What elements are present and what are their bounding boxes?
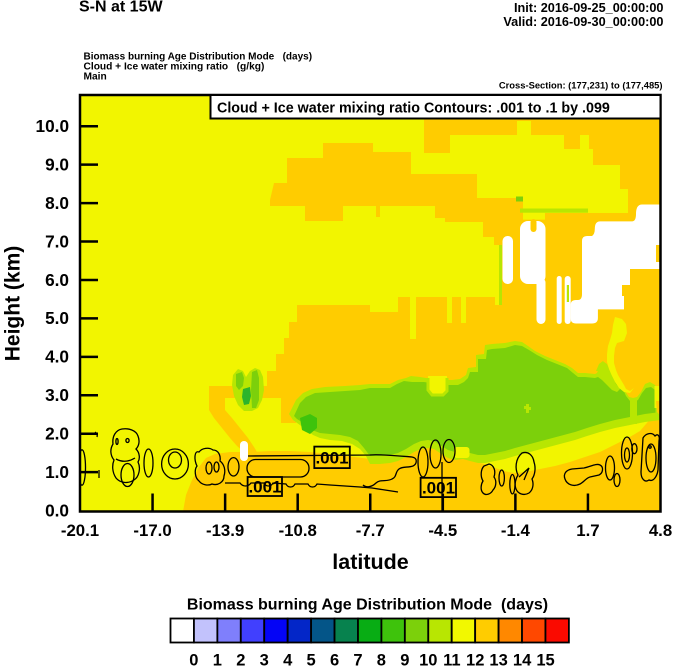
svg-text:13: 13	[489, 652, 507, 668]
svg-text:Valid: 2016-09-30_00:00:00: Valid: 2016-09-30_00:00:00	[503, 15, 663, 29]
svg-text:0.0: 0.0	[45, 500, 69, 520]
svg-text:15: 15	[536, 652, 554, 668]
svg-text:4.0: 4.0	[45, 347, 69, 367]
svg-text:.001: .001	[422, 479, 455, 498]
svg-text:-1.4: -1.4	[501, 521, 531, 540]
svg-text:latitude: latitude	[332, 550, 408, 574]
svg-text:11: 11	[443, 652, 460, 668]
svg-text:Biomass burning Age Distributi: Biomass burning Age Distribution Mode (d…	[187, 597, 548, 614]
svg-text:Init: 2016-09-25_00:00:00: Init: 2016-09-25_00:00:00	[514, 1, 664, 15]
svg-text:.001: .001	[248, 478, 281, 497]
svg-text:3: 3	[260, 652, 269, 668]
svg-text:-17.0: -17.0	[133, 521, 171, 540]
svg-text:8: 8	[377, 652, 386, 668]
svg-text:12: 12	[466, 652, 484, 668]
svg-text:2: 2	[236, 652, 245, 668]
svg-text:7.0: 7.0	[45, 231, 69, 251]
svg-text:6: 6	[330, 652, 339, 668]
svg-text:9: 9	[400, 652, 409, 668]
svg-text:9.0: 9.0	[45, 154, 69, 174]
svg-text:0: 0	[189, 652, 198, 668]
svg-text:4.8: 4.8	[649, 521, 672, 540]
svg-text:14: 14	[513, 652, 532, 668]
svg-text:1: 1	[213, 652, 222, 668]
svg-text:5.0: 5.0	[45, 308, 69, 328]
svg-text:-4.5: -4.5	[428, 521, 457, 540]
svg-text:10.0: 10.0	[36, 116, 69, 136]
svg-text:3.0: 3.0	[45, 385, 69, 405]
svg-text:S-N at 15W: S-N at 15W	[79, 0, 163, 15]
svg-text:6.0: 6.0	[45, 270, 69, 290]
svg-text:-13.9: -13.9	[206, 521, 244, 540]
svg-text:5: 5	[307, 652, 316, 668]
svg-text:2.0: 2.0	[45, 424, 69, 444]
svg-text:Biomass burning Age Distributi: Biomass burning Age Distribution Mode (d…	[84, 52, 313, 63]
svg-text:10: 10	[419, 652, 437, 668]
svg-text:1.7: 1.7	[576, 521, 599, 540]
svg-text:-10.8: -10.8	[279, 521, 317, 540]
svg-text:Cloud + Ice water mixing ratio: Cloud + Ice water mixing ratio Contours:…	[217, 101, 610, 117]
svg-text:-20.1: -20.1	[61, 521, 99, 540]
svg-text:Height (km): Height (km)	[2, 246, 25, 362]
svg-text:.001: .001	[315, 449, 348, 468]
svg-text:Cloud + Ice water mixing ratio: Cloud + Ice water mixing ratio (g/kg)	[84, 62, 265, 73]
svg-text:4: 4	[283, 652, 293, 668]
svg-text:8.0: 8.0	[45, 193, 69, 213]
svg-text:7: 7	[353, 652, 362, 668]
svg-text:-7.7: -7.7	[356, 521, 385, 540]
svg-text:1.0: 1.0	[45, 462, 69, 482]
svg-text:Main: Main	[84, 71, 107, 82]
svg-text:Cross-Section: (177,231) to (1: Cross-Section: (177,231) to (177,485)	[499, 80, 663, 91]
